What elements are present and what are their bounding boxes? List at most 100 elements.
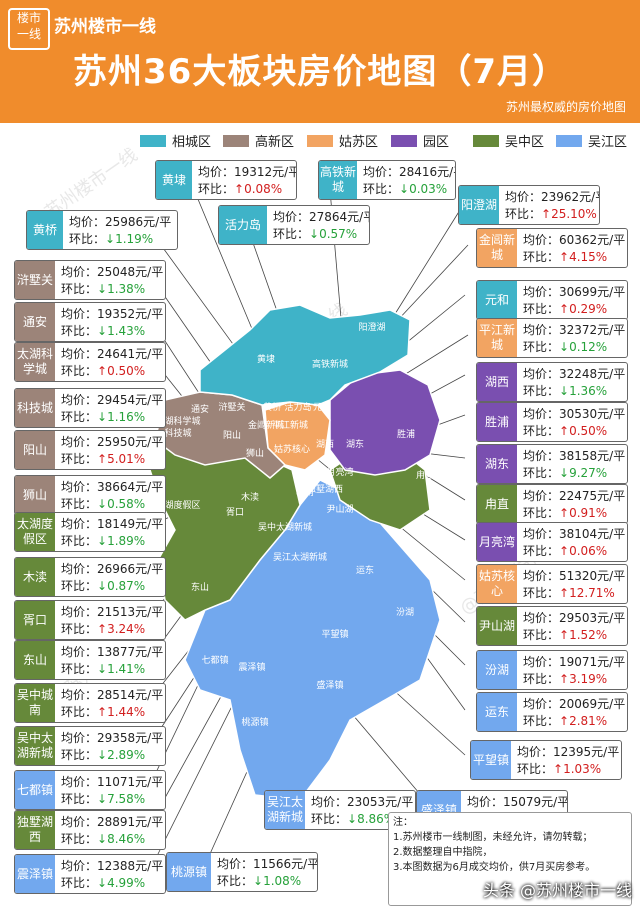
change-label: 环比： <box>523 544 560 558</box>
district-name: 黄埭 <box>156 161 192 199</box>
map-region-label: 太湖度假区 <box>155 499 200 511</box>
district-card: 浒墅关 均价：25048元/平 环比：↓1.38% <box>14 260 166 300</box>
legend-item: 吴江区 <box>556 131 627 150</box>
map-region-label: 湖东 <box>346 438 364 450</box>
map-region-label: 科技城 <box>164 427 191 439</box>
district-name: 湖西 <box>477 363 517 401</box>
change-up-value: ↑3.19% <box>559 672 608 686</box>
district-card: 金阊新城 均价：60362元/平 环比：↑4.15% <box>476 228 628 268</box>
district-card: 元和 均价：30699元/平 环比：↑0.29% <box>476 280 628 320</box>
map-region-label: 独墅湖西 <box>307 483 343 495</box>
district-price: 均价：32372元/平 <box>523 323 626 337</box>
map-region-label: 黄埭 <box>257 353 275 365</box>
district-price: 均价：13877元/平 <box>61 645 164 659</box>
map-region-label: 高铁新城 <box>312 358 348 370</box>
district-card: 平江新城 均价：32372元/平 环比：↓0.12% <box>476 318 628 358</box>
change-up-value: ↑3.24% <box>97 622 146 636</box>
district-name: 七都镇 <box>15 771 55 809</box>
map-region-label: 通安 <box>191 403 209 415</box>
district-name: 阳山 <box>15 431 55 469</box>
legend-swatch <box>223 134 249 147</box>
district-card: 活力岛 均价：27864元/平 环比：↓0.57% <box>218 205 370 245</box>
district-price: 均价：22475元/平 <box>523 489 626 503</box>
change-down-value: ↓1.41% <box>97 662 146 676</box>
brand-overlay: 头条 @苏州楼市一线 <box>482 881 632 900</box>
district-name: 阳澄湖 <box>459 186 499 224</box>
district-price: 均价：11566元/平 <box>217 857 318 871</box>
brand-name: 苏州楼市一线 <box>54 17 156 37</box>
page-title: 苏州36大板块房价地图（7月） <box>73 52 567 92</box>
district-price: 均价：28514元/平 <box>61 688 164 702</box>
district-price: 均价：11071元/平 <box>61 775 164 789</box>
header-banner: 楼市 一线 苏州楼市一线 苏州36大板块房价地图（7月） 苏州最权威的房价地图 <box>0 0 640 123</box>
map-region-label: 姑苏核心 <box>274 443 310 455</box>
district-name: 高铁新城 <box>319 161 357 199</box>
district-card: 湖西 均价：32248元/平 环比：↓1.36% <box>476 362 628 402</box>
change-up-value: ↑1.03% <box>553 762 602 776</box>
change-up-value: ↑0.06% <box>559 544 608 558</box>
district-price: 均价：24641元/平 <box>61 347 164 361</box>
district-card: 吴中太湖新城 均价：29358元/平 环比：↓2.89% <box>14 726 166 766</box>
legend-label: 姑苏区 <box>339 135 379 150</box>
district-price: 均价：27864元/平 <box>273 210 370 224</box>
district-name: 狮山 <box>15 476 55 514</box>
logo-line-bottom: 一线 <box>16 27 41 41</box>
district-name: 湖东 <box>477 445 517 483</box>
district-price: 均价：30530元/平 <box>523 407 626 421</box>
change-label: 环比： <box>523 340 560 354</box>
district-name: 吴中太湖新城 <box>15 727 55 765</box>
district-price: 均价：26966元/平 <box>61 562 164 576</box>
district-price: 均价：30699元/平 <box>523 285 626 299</box>
change-label: 环比： <box>523 506 560 520</box>
change-label: 环比： <box>505 207 542 221</box>
change-label: 环比： <box>61 748 98 762</box>
district-name: 运东 <box>477 693 517 731</box>
change-label: 环比： <box>69 232 106 246</box>
district-name: 黄桥 <box>27 211 63 249</box>
district-price: 均价：19071元/平 <box>523 655 626 669</box>
district-card: 独墅湖西 均价：28891元/平 环比：↓8.46% <box>14 810 166 850</box>
change-label: 环比： <box>311 812 348 826</box>
change-up-value: ↑0.50% <box>97 364 146 378</box>
district-card: 狮山 均价：38664元/平 环比：↓0.58% <box>14 475 166 515</box>
map-region-label: 汾湖 <box>396 607 414 618</box>
district-card: 运东 均价：20069元/平 环比：↑2.81% <box>476 692 628 732</box>
district-card: 七都镇 均价：11071元/平 环比：↓7.58% <box>14 770 166 810</box>
map-region-label: 盛泽镇 <box>316 679 343 691</box>
page-subtitle: 苏州最权威的房价地图 <box>505 100 626 114</box>
change-down-value: ↓1.08% <box>253 874 302 888</box>
change-down-value: ↓1.19% <box>105 232 154 246</box>
legend-item: 相城区 <box>140 131 211 150</box>
map-region-label: 活力岛 <box>284 401 311 413</box>
district-regions <box>149 304 441 801</box>
change-up-value: ↑12.71% <box>559 586 615 600</box>
district-name: 姑苏核心 <box>477 565 517 603</box>
change-label: 环比： <box>61 497 98 511</box>
district-name: 通安 <box>15 303 55 341</box>
change-down-value: ↓1.16% <box>97 410 146 424</box>
legend-label: 高新区 <box>255 135 295 150</box>
map-region-label: 尹山湖 <box>326 504 353 515</box>
change-label: 环比： <box>363 182 400 196</box>
district-price: 均价：19312元/平 <box>198 165 297 179</box>
change-down-value: ↓1.36% <box>559 384 608 398</box>
change-up-value: ↑0.50% <box>559 424 608 438</box>
district-price: 均价：32248元/平 <box>523 367 626 381</box>
change-down-value: ↓9.27% <box>559 466 608 480</box>
district-card: 汾湖 均价：19071元/平 环比：↑3.19% <box>476 650 628 690</box>
change-label: 环比： <box>61 410 98 424</box>
district-price: 均价：19352元/平 <box>61 307 164 321</box>
district-name: 桃源镇 <box>167 853 211 891</box>
district-card: 震泽镇 均价：12388元/平 环比：↓4.99% <box>14 854 166 894</box>
change-up-value: ↑5.01% <box>97 452 146 466</box>
change-label: 环比： <box>523 628 560 642</box>
district-card: 木渎 均价：26966元/平 环比：↓0.87% <box>14 557 166 597</box>
district-name: 科技城 <box>15 389 55 427</box>
district-legend: 相城区 高新区 姑苏区 园区 吴中区 吴江区 <box>0 131 640 150</box>
change-up-value: ↑0.91% <box>559 506 608 520</box>
change-label: 环比： <box>61 662 98 676</box>
region-yuanqu <box>329 369 441 476</box>
map-region-label: 阳澄湖 <box>358 321 385 333</box>
change-down-value: ↓0.03% <box>399 182 448 196</box>
